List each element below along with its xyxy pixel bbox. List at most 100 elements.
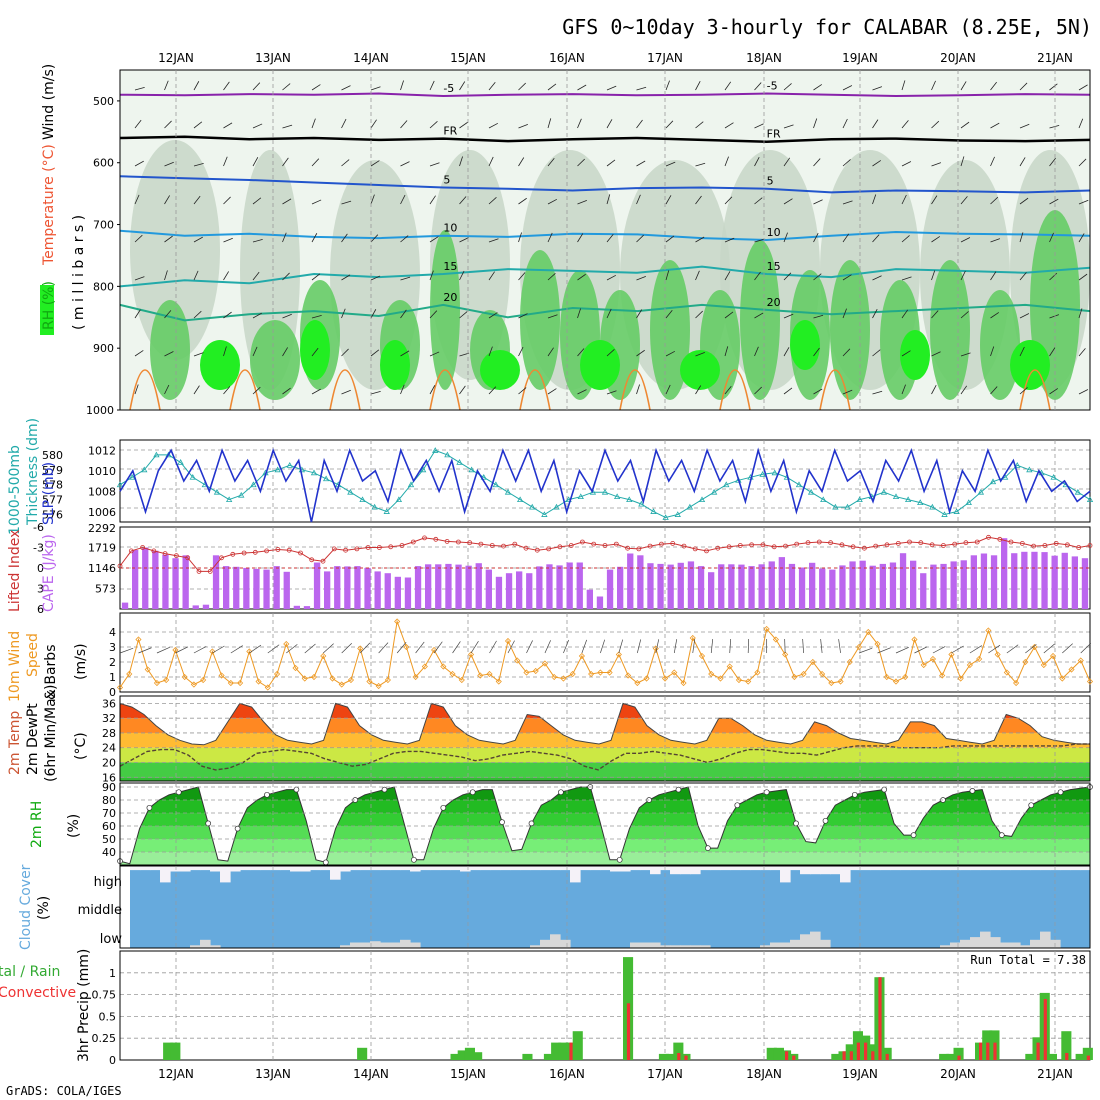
wind-barb xyxy=(1019,272,1027,281)
lifted-point xyxy=(850,544,856,550)
wind-barb xyxy=(488,346,493,357)
cape-bar xyxy=(829,569,836,609)
thickness-point xyxy=(322,475,330,482)
cloud-low-bar xyxy=(360,942,371,948)
cloud-low-label: low xyxy=(100,932,123,947)
cloud-cover-unit: (%) xyxy=(36,896,52,920)
wind-speed-point xyxy=(911,636,918,643)
wind-speed-point xyxy=(976,655,983,663)
cape-bar xyxy=(940,563,947,609)
slp-label: SLP (mb) xyxy=(41,462,57,525)
slp-line xyxy=(119,447,1091,523)
date-label-top: 17JAN xyxy=(647,51,683,65)
thickness-line xyxy=(119,449,1091,519)
rh-bright-shade xyxy=(900,330,930,380)
wind-barb xyxy=(872,160,882,167)
wind-barb xyxy=(400,309,407,319)
cloud-low-bar xyxy=(560,939,571,948)
precip-convective-bar xyxy=(878,977,882,1060)
temp-tick-label: 20 xyxy=(102,757,116,770)
cape-bar xyxy=(435,564,442,609)
cloud-high-clear xyxy=(740,866,751,871)
cloud-high-clear xyxy=(1070,866,1081,871)
cape-bar xyxy=(657,563,664,609)
wind-barb xyxy=(164,310,172,319)
wind-barb xyxy=(813,388,823,395)
cloud-high-clear xyxy=(260,866,271,871)
cloud-high-clear xyxy=(950,866,961,871)
cape-bar xyxy=(586,589,593,609)
wind-barb xyxy=(134,194,140,205)
cape-bar xyxy=(930,564,937,609)
wind-barb xyxy=(636,276,646,281)
date-label-top: 13JAN xyxy=(255,51,291,65)
wind-barb xyxy=(488,197,497,205)
thickness-point xyxy=(189,473,196,480)
wind-barb xyxy=(429,351,440,357)
wind-barb xyxy=(489,640,497,654)
wind-speed-point xyxy=(153,679,161,687)
cape-bar xyxy=(728,564,735,609)
wind-speed-line xyxy=(119,619,1091,689)
rh-tick-label: 50 xyxy=(102,833,116,846)
thickness-point xyxy=(383,508,390,514)
wind-speed-point xyxy=(477,672,484,679)
wind-barb xyxy=(370,86,381,91)
wind-speed-point xyxy=(246,648,253,655)
rh-point xyxy=(675,786,682,793)
rh-bright-shade xyxy=(300,320,330,380)
wind-barb xyxy=(429,162,440,167)
cloud-high-clear xyxy=(680,866,691,875)
wind-speed-point xyxy=(495,678,502,685)
isotherm-line xyxy=(119,265,1091,288)
lifted-point xyxy=(918,540,924,546)
wind-speed-point xyxy=(338,681,345,688)
cape-bar xyxy=(324,571,331,609)
wind-barb xyxy=(695,162,706,167)
wind-barb xyxy=(960,270,966,281)
lifted-point xyxy=(422,535,427,541)
precip-total-bar xyxy=(163,1042,174,1060)
cloud-high-clear xyxy=(190,866,201,871)
cloud-high-clear xyxy=(850,866,861,871)
panel-bg xyxy=(120,951,1090,1060)
cloud-low-bar xyxy=(680,945,691,948)
cape-bar xyxy=(869,565,876,609)
thickness-point xyxy=(1050,473,1057,480)
precip-total-bar xyxy=(464,1047,475,1060)
cape-bar xyxy=(637,555,644,609)
wind-speed-point xyxy=(708,670,715,678)
wind-barb xyxy=(134,350,144,357)
cloud-high-clear xyxy=(430,866,441,871)
cape-tick-label: 1719 xyxy=(88,542,116,555)
lifted-point xyxy=(760,542,766,548)
precip-convective-bar xyxy=(792,1055,796,1060)
wind-barb xyxy=(193,81,200,91)
wind-barb xyxy=(990,238,1001,243)
wind-barb xyxy=(606,194,611,205)
wind-speed-point xyxy=(357,645,364,652)
rh-point xyxy=(705,845,711,851)
panel-frame xyxy=(119,612,1091,693)
cape-bar xyxy=(293,605,300,609)
precip-total-bar xyxy=(946,1053,957,1060)
wind-barb xyxy=(518,272,526,281)
wind-barb xyxy=(223,196,231,205)
wind-barb xyxy=(1006,644,1019,654)
cape-bar xyxy=(162,554,169,609)
slp-tick-label: 1010 xyxy=(88,465,116,478)
wind-barb xyxy=(488,238,499,243)
wind-barb xyxy=(783,124,794,129)
wind-barb xyxy=(164,80,169,91)
wind-barb xyxy=(488,156,494,167)
wind-barb xyxy=(754,82,762,91)
wind-barb xyxy=(960,385,968,395)
wind-barb xyxy=(724,271,731,281)
thickness-point xyxy=(795,481,803,488)
wind-barb xyxy=(459,237,469,243)
wind-barb xyxy=(842,85,853,91)
wind-speed-point xyxy=(384,676,391,684)
thickness-point xyxy=(480,473,487,480)
cape-bar xyxy=(677,562,684,609)
wind-speed-point xyxy=(735,676,743,684)
